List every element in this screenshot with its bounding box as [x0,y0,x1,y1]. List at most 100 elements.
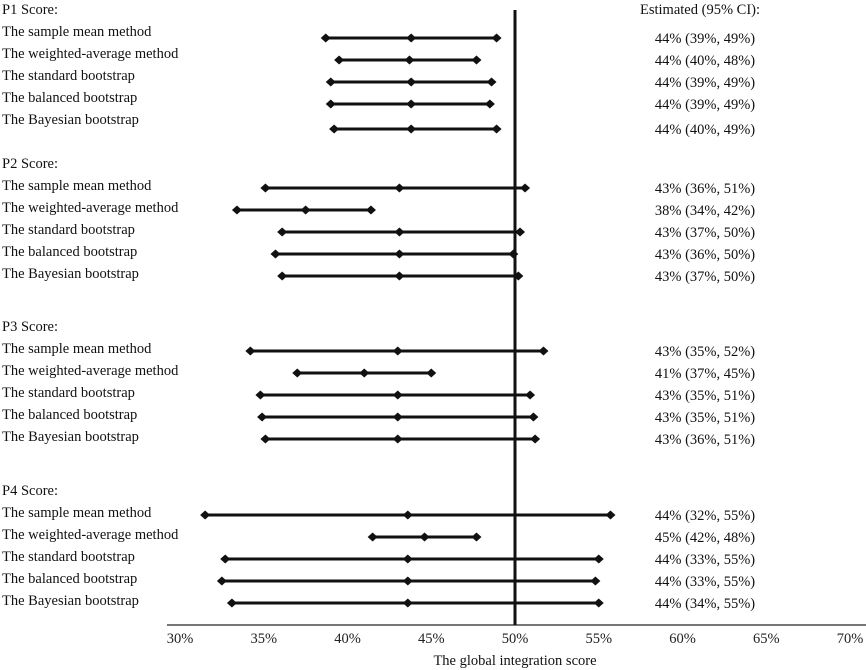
ci-lower-marker [334,55,345,65]
ci-lower-marker [270,249,281,259]
estimate-marker [406,124,417,134]
x-tick-label: 30% [167,631,194,647]
ci-value-label: 44% (33%, 55%) [655,552,755,568]
ci-upper-marker [484,99,495,109]
ci-lower-marker [277,271,288,281]
ci-value-label: 43% (36%, 50%) [655,247,755,263]
ci-upper-marker [605,510,616,520]
ci-lower-marker [325,99,336,109]
estimate-marker [406,33,417,43]
ci-lower-marker [325,77,336,87]
ci-value-label: 44% (40%, 49%) [655,122,755,138]
ci-upper-marker [530,434,541,444]
ci-upper-marker [471,532,482,542]
estimate-marker [394,249,405,259]
ci-upper-marker [593,554,604,564]
estimate-marker [392,346,403,356]
row-label: The standard bootstrap [2,549,135,565]
ci-value-label: 44% (39%, 49%) [655,75,755,91]
group-title: P4 Score: [2,483,58,499]
ci-header: Estimated (95% CI): [640,2,760,18]
ci-value-label: 38% (34%, 42%) [655,203,755,219]
row-label: The Bayesian bootstrap [2,112,139,128]
estimate-marker [300,205,311,215]
ci-value-label: 43% (36%, 51%) [655,432,755,448]
ci-lower-marker [216,576,227,586]
row-label: The balanced bootstrap [2,407,137,423]
ci-upper-marker [520,183,531,193]
ci-upper-marker [528,412,539,422]
row-label: The standard bootstrap [2,222,135,238]
x-axis-label: The global integration score [433,653,596,669]
estimate-marker [404,55,415,65]
ci-lower-marker [277,227,288,237]
ci-upper-marker [593,598,604,608]
estimate-marker [402,598,413,608]
ci-lower-marker [245,346,256,356]
group-title: P3 Score: [2,319,58,335]
x-tick-label: 40% [334,631,361,647]
ci-lower-marker [292,368,303,378]
ci-upper-marker [491,33,502,43]
ci-value-label: 43% (35%, 52%) [655,344,755,360]
ci-value-label: 43% (35%, 51%) [655,388,755,404]
ci-lower-marker [255,390,266,400]
estimate-marker [392,434,403,444]
ci-value-label: 43% (35%, 51%) [655,410,755,426]
ci-upper-marker [525,390,536,400]
ci-upper-marker [590,576,601,586]
row-label: The Bayesian bootstrap [2,266,139,282]
ci-value-label: 44% (40%, 48%) [655,53,755,69]
group-title: P2 Score: [2,156,58,172]
ci-upper-marker [515,227,526,237]
row-label: The sample mean method [2,178,152,194]
estimate-marker [402,510,413,520]
estimate-marker [406,77,417,87]
ci-upper-marker [471,55,482,65]
ci-lower-marker [260,183,271,193]
ci-lower-marker [260,434,271,444]
row-label: The weighted-average method [2,527,179,543]
ci-upper-marker [426,368,437,378]
ci-value-label: 41% (37%, 45%) [655,366,755,382]
estimate-marker [406,99,417,109]
x-tick-label: 35% [250,631,277,647]
ci-value-label: 44% (32%, 55%) [655,508,755,524]
estimate-marker [419,532,430,542]
estimate-marker [392,390,403,400]
ci-upper-marker [486,77,497,87]
x-tick-label: 60% [669,631,696,647]
ci-lower-marker [320,33,331,43]
ci-lower-marker [200,510,211,520]
ci-value-label: 43% (37%, 50%) [655,269,755,285]
estimate-marker [394,227,405,237]
ci-value-label: 44% (33%, 55%) [655,574,755,590]
row-label: The weighted-average method [2,200,179,216]
row-label: The balanced bootstrap [2,571,137,587]
ci-upper-marker [513,271,524,281]
ci-upper-marker [491,124,502,134]
x-tick-label: 65% [753,631,780,647]
ci-upper-marker [538,346,549,356]
ci-upper-marker [508,249,519,259]
row-label: The sample mean method [2,341,152,357]
ci-value-label: 44% (34%, 55%) [655,596,755,612]
x-tick-label: 55% [585,631,612,647]
ci-value-label: 45% (42%, 48%) [655,530,755,546]
row-label: The standard bootstrap [2,385,135,401]
x-tick-label: 45% [418,631,445,647]
ci-lower-marker [329,124,340,134]
ci-value-label: 44% (39%, 49%) [655,31,755,47]
x-tick-label: 50% [502,631,529,647]
ci-value-label: 43% (36%, 51%) [655,181,755,197]
ci-value-label: 43% (37%, 50%) [655,225,755,241]
row-label: The weighted-average method [2,363,179,379]
ci-lower-marker [220,554,231,564]
row-label: The standard bootstrap [2,68,135,84]
row-label: The balanced bootstrap [2,244,137,260]
ci-upper-marker [365,205,376,215]
row-label: The sample mean method [2,505,152,521]
estimate-marker [402,576,413,586]
ci-lower-marker [226,598,237,608]
ci-value-label: 44% (39%, 49%) [655,97,755,113]
